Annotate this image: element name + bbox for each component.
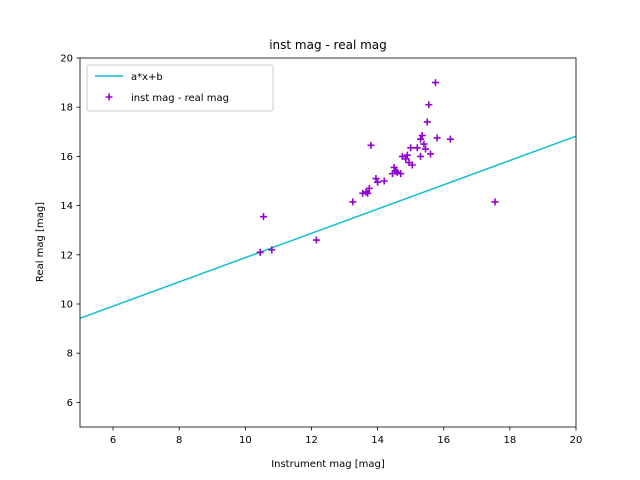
- data-point: [417, 135, 425, 143]
- fit-line-series: [80, 135, 576, 319]
- data-point: [446, 135, 454, 143]
- data-point: [380, 177, 388, 185]
- data-point: [407, 144, 415, 152]
- data-point: [256, 248, 264, 256]
- x-tick-label: 20: [570, 435, 583, 446]
- axes-frame: [79, 57, 577, 428]
- y-tick-label: 16: [60, 152, 73, 163]
- y-tick-label: 14: [60, 201, 73, 212]
- y-tick-label: 20: [60, 54, 73, 65]
- data-point: [364, 189, 372, 197]
- x-tick-label: 10: [239, 435, 252, 446]
- data-point: [403, 151, 411, 159]
- data-point: [427, 150, 435, 158]
- data-point: [420, 140, 428, 148]
- plot-area: 6 8 10 12 14 16 18 20 6 8 10 12 14 16 18 20 a*x+b inst ma…: [60, 54, 582, 447]
- data-point: [408, 161, 416, 169]
- data-point: [260, 213, 268, 221]
- data-point: [418, 131, 426, 139]
- y-tick-label: 12: [60, 250, 73, 261]
- data-point: [417, 152, 425, 160]
- data-point: [367, 141, 375, 149]
- data-point: [393, 168, 401, 176]
- x-tick-label: 16: [437, 435, 450, 446]
- data-point: [491, 198, 499, 206]
- y-tick-label: 8: [67, 349, 73, 360]
- x-tick-label: 14: [371, 435, 384, 446]
- data-point: [312, 236, 320, 244]
- data-point: [422, 145, 430, 153]
- legend-entry: a*x+b: [131, 72, 163, 83]
- data-point: [374, 178, 382, 186]
- x-tick-label: 18: [503, 435, 516, 446]
- x-tick-label: 8: [176, 435, 182, 446]
- x-axis-label: Instrument mag [mag]: [271, 459, 385, 470]
- data-point: [365, 184, 373, 192]
- data-point: [390, 163, 398, 171]
- data-point: [423, 118, 431, 126]
- data-point: [268, 246, 276, 254]
- x-tick-label: 6: [110, 435, 116, 446]
- x-tick-label: 12: [305, 435, 318, 446]
- data-point: [397, 170, 405, 178]
- legend-entry: inst mag - real mag: [131, 93, 229, 104]
- y-tick-label: 10: [60, 300, 73, 311]
- data-point: [372, 175, 380, 183]
- legend-box: [86, 64, 274, 112]
- y-axis-label: Real mag [mag]: [35, 202, 46, 282]
- chart-title: inst mag - real mag: [269, 38, 387, 52]
- data-point: [413, 144, 421, 152]
- y-tick-label: 6: [67, 398, 73, 409]
- y-tick-label: 18: [60, 103, 73, 114]
- data-point: [425, 101, 433, 109]
- data-point: [402, 155, 410, 163]
- data-point: [431, 79, 439, 87]
- legend-marker-swatch: [105, 93, 113, 101]
- data-point: [349, 198, 357, 206]
- data-point: [433, 134, 441, 142]
